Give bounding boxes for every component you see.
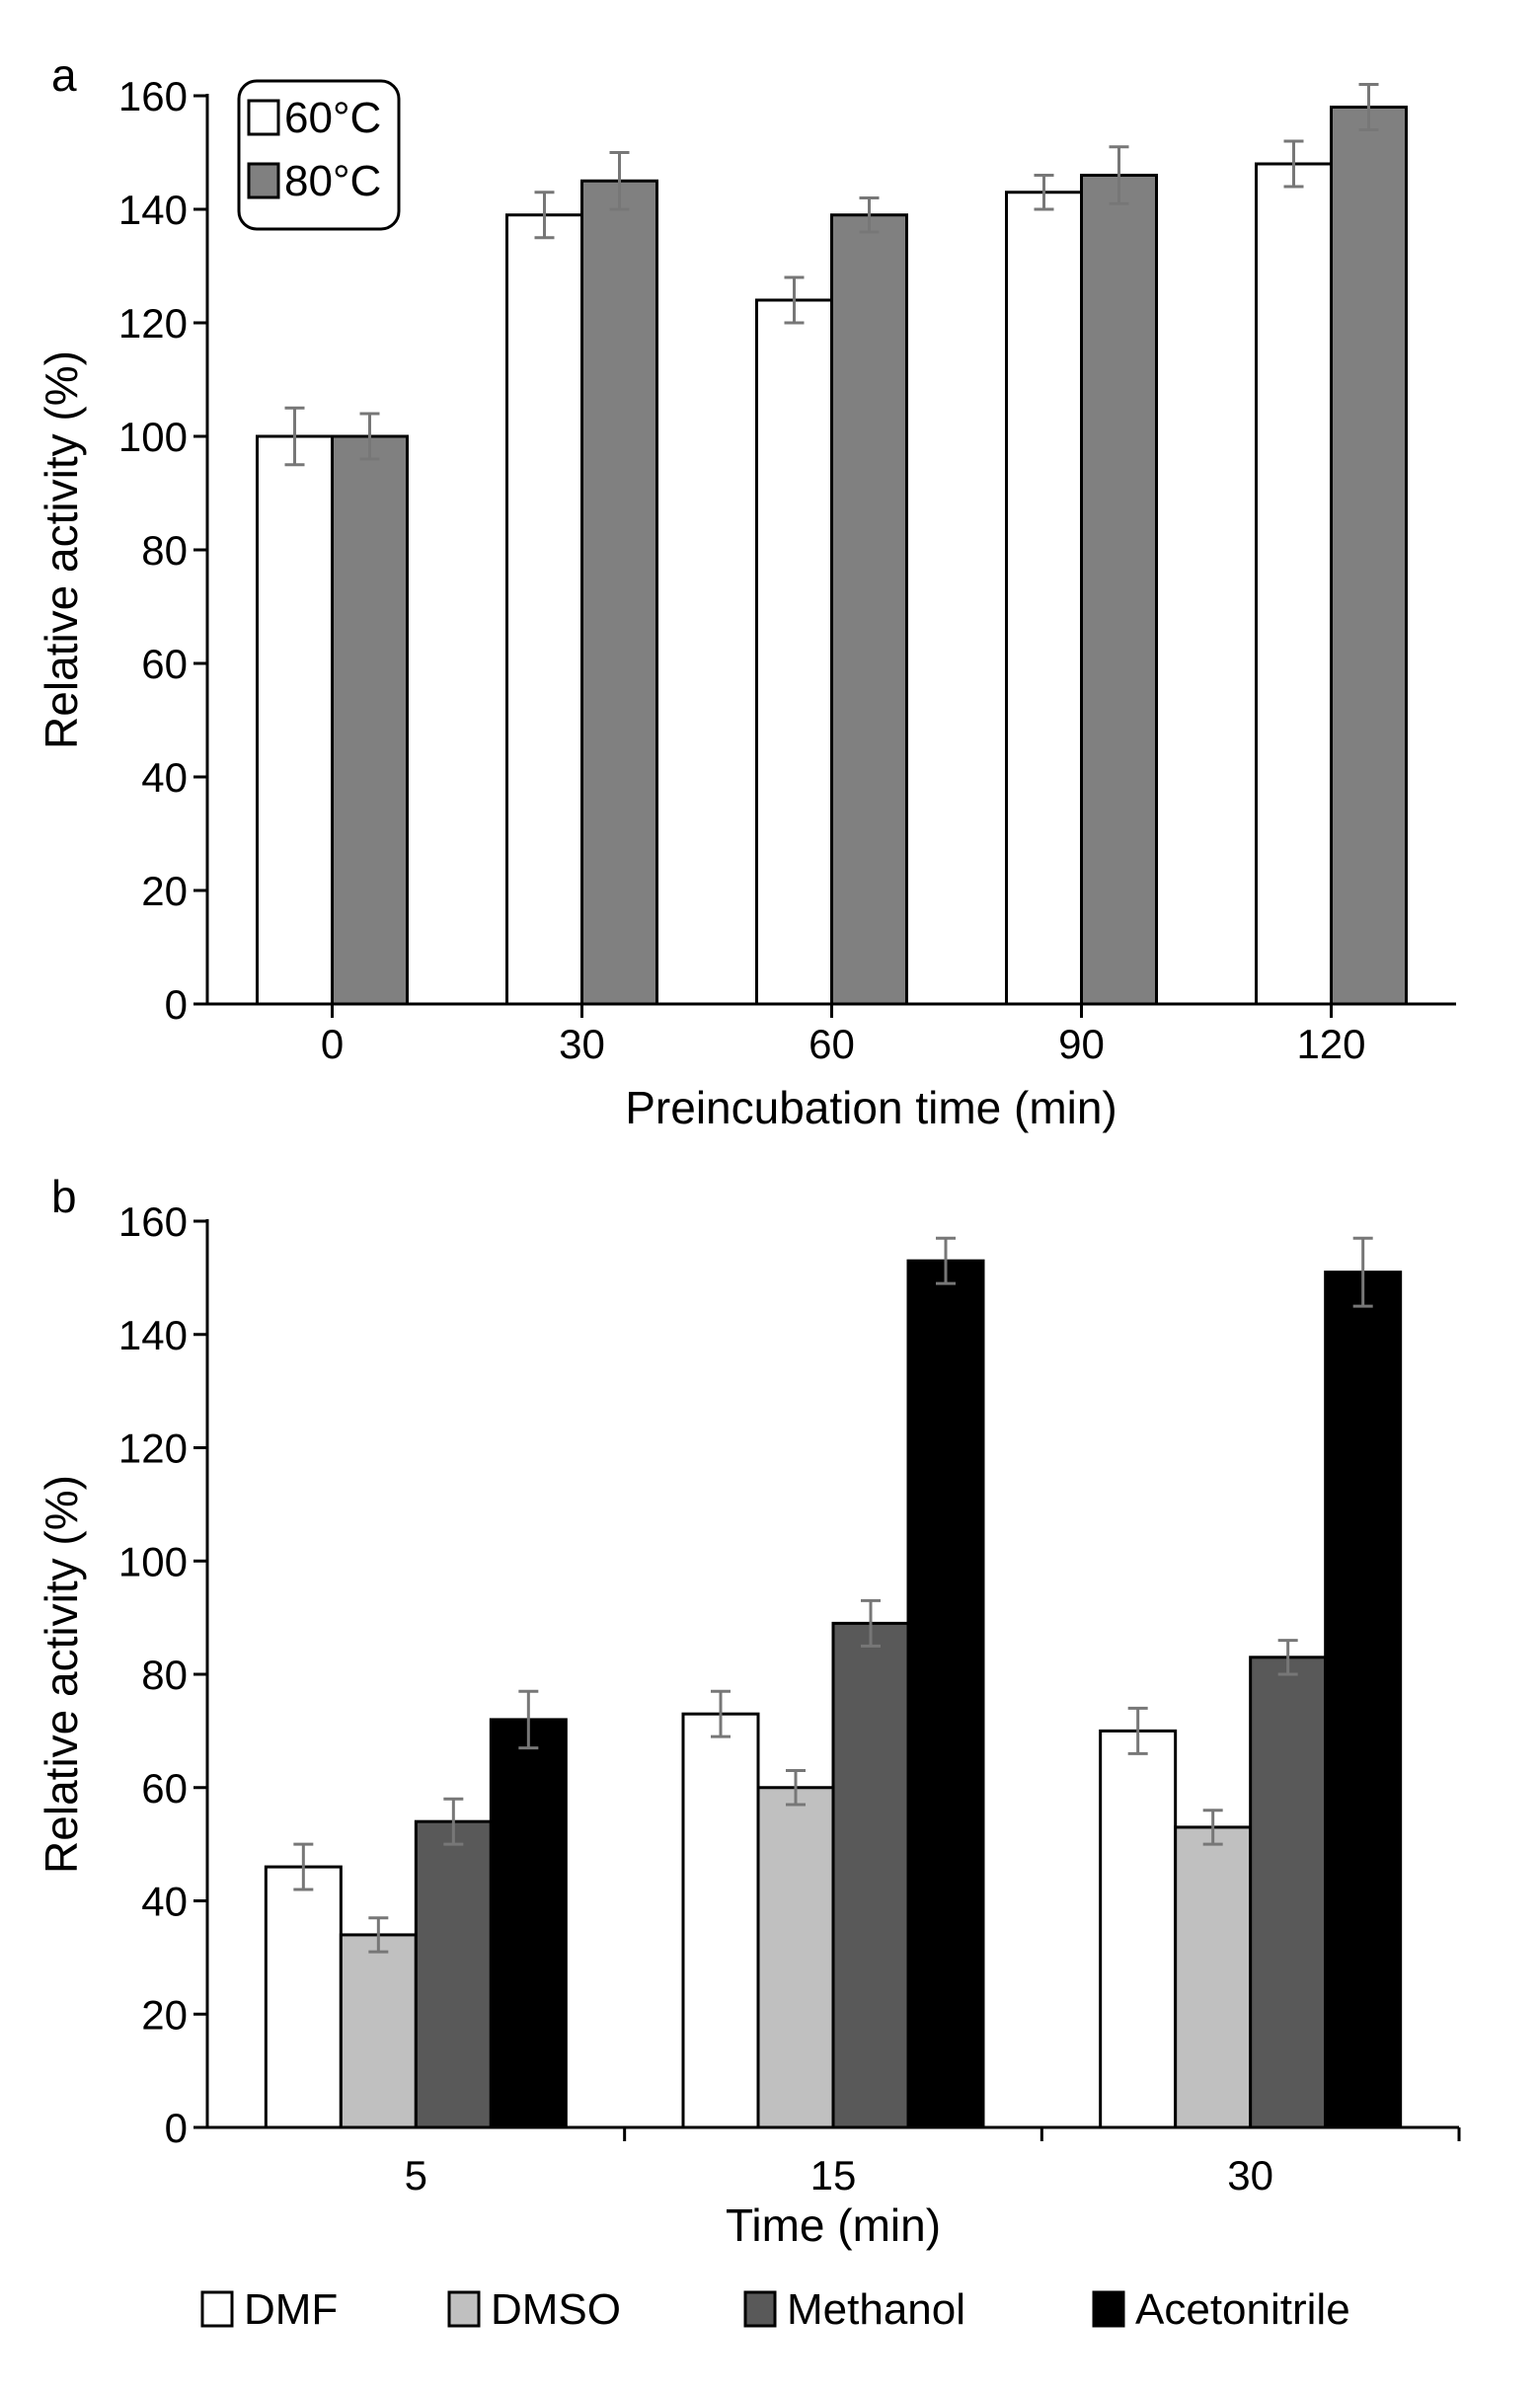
y-tick-label: 80 (141, 1652, 188, 1698)
y-tick-label: 120 (118, 1426, 188, 1472)
legend-label: 80°C (284, 157, 381, 205)
legend-label: 60°C (284, 94, 381, 142)
bar-60-c (1005, 191, 1083, 1006)
x-tick-label: 30 (559, 1021, 605, 1067)
legend-label: DMF (244, 2285, 338, 2334)
x-tick-label: 15 (810, 2152, 857, 2198)
chart-panel-b: b 0 20 40 60 80 100 120 140 160 Relative activity … (36, 1171, 1461, 2334)
y-tick-label: 40 (141, 1879, 188, 1925)
y-tick-label: 160 (118, 73, 188, 119)
bar-80-c (331, 434, 409, 1006)
panel-letter: a (51, 49, 77, 101)
bar-dmf (264, 1865, 343, 2129)
y-tick-label: 60 (141, 641, 188, 687)
x-axis-title: Preincubation time (min) (625, 1082, 1117, 1133)
y-tick-label: 20 (141, 868, 188, 914)
bar-methanol (414, 1819, 493, 2129)
panel-letter: b (51, 1171, 77, 1222)
y-axis-title: Relative activity (%) (36, 1475, 87, 1874)
y-tick-label: 0 (165, 2105, 188, 2151)
y-tick-label: 120 (118, 300, 188, 347)
y-tick-label: 140 (118, 1312, 188, 1358)
y-tick-label: 80 (141, 527, 188, 574)
y-tick-label: 60 (141, 1765, 188, 1812)
bar-dmf (681, 1712, 760, 2129)
bar-dmso (756, 1786, 835, 2129)
bar-acetonitrile (906, 1259, 985, 2129)
legend-swatch (247, 99, 280, 136)
legend: DMF DMSO Methanol Acetonitrile (200, 2285, 1350, 2334)
bar-80-c (1330, 106, 1408, 1006)
x-tick-label: 5 (405, 2152, 427, 2198)
x-tick-label: 0 (321, 1021, 344, 1067)
bar-60-c (256, 434, 334, 1006)
x-tick-label: 30 (1227, 2152, 1273, 2198)
y-tick-label: 160 (118, 1198, 188, 1245)
bar-dmso (339, 1933, 418, 2129)
chart-panel-a: a 0 20 40 60 80 100 120 140 160 Relative activity … (36, 49, 1456, 1133)
legend-label: Methanol (787, 2285, 965, 2334)
bar-methanol (1249, 1656, 1328, 2129)
legend-swatch (743, 2290, 777, 2328)
bar-80-c (1080, 174, 1158, 1006)
x-tick-label: 90 (1058, 1021, 1105, 1067)
x-tick-label: 120 (1296, 1021, 1365, 1067)
x-axis-title: Time (min) (726, 2199, 941, 2251)
bar-dmso (1174, 1825, 1253, 2129)
bar-60-c (505, 213, 583, 1006)
y-tick-label: 100 (118, 414, 188, 460)
bar-dmf (1099, 1729, 1178, 2129)
legend-swatch (1092, 2290, 1125, 2328)
bar-60-c (1255, 162, 1333, 1006)
bar-acetonitrile (489, 1718, 568, 2129)
bar-methanol (831, 1621, 910, 2129)
legend-label: Acetonitrile (1135, 2285, 1350, 2334)
y-tick-label: 100 (118, 1538, 188, 1584)
bar-acetonitrile (1324, 1271, 1403, 2129)
y-tick-label: 40 (141, 754, 188, 801)
legend-label: DMSO (491, 2285, 621, 2334)
x-tick-label: 60 (808, 1021, 855, 1067)
bar-80-c (580, 179, 658, 1006)
legend-swatch (447, 2290, 481, 2328)
y-axis-title: Relative activity (%) (36, 350, 87, 749)
y-tick-label: 0 (165, 981, 188, 1028)
legend: 60°C 80°C (237, 79, 401, 231)
legend-swatch (247, 162, 280, 199)
y-tick-label: 140 (118, 187, 188, 233)
y-tick-label: 20 (141, 1991, 188, 2038)
legend-swatch (200, 2290, 234, 2328)
bar-80-c (830, 213, 908, 1006)
bar-60-c (755, 298, 833, 1006)
